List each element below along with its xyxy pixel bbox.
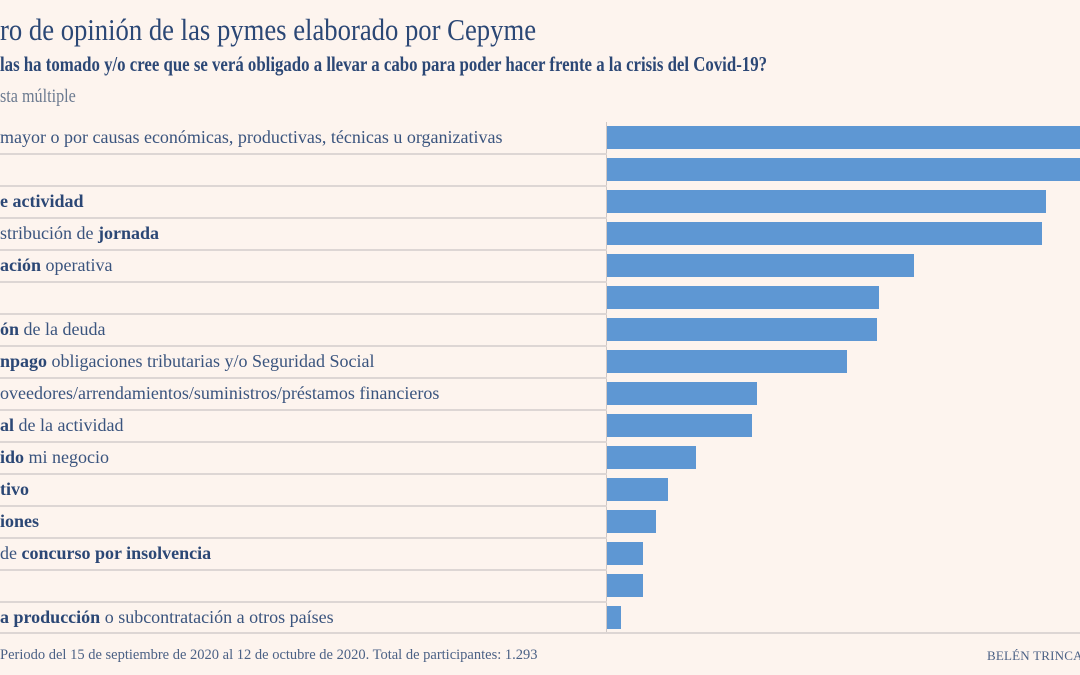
label-bold-part: ón: [0, 319, 20, 339]
row-divider: [0, 313, 607, 315]
row-divider: [0, 153, 607, 155]
category-label: stribución de jornada: [0, 223, 159, 244]
label-part: stribución de: [0, 223, 98, 243]
bar: [607, 510, 656, 533]
category-label: e actividad: [0, 191, 84, 212]
bar-row: [0, 154, 1080, 187]
row-divider: [0, 569, 607, 571]
chart-note: sta múltiple: [0, 86, 76, 107]
bar: [607, 222, 1042, 245]
bar-row: ación operativa: [0, 250, 1080, 283]
category-label: ación operativa: [0, 255, 112, 276]
author-credit: BELÉN TRINCA: [987, 648, 1080, 663]
label-bold-part: jornada: [97, 223, 159, 243]
label-bold-part: concurso por insolvencia: [21, 543, 212, 563]
label-part: oveedores/arrendamientos/suministros/pré…: [0, 383, 440, 403]
row-divider: [0, 601, 607, 603]
bar: [607, 574, 643, 597]
row-divider: [0, 537, 607, 539]
label-bold-part: tivo: [0, 479, 29, 499]
bar: [607, 318, 877, 341]
label-bold-part: e actividad: [0, 191, 84, 211]
bar: [607, 158, 1080, 181]
label-bold-part: ido: [0, 447, 25, 467]
label-part: de la deuda: [19, 319, 106, 339]
label-part: mayor o por causas económicas, productiv…: [0, 127, 503, 147]
bar: [607, 446, 696, 469]
category-label: iones: [0, 511, 39, 532]
bar: [607, 350, 847, 373]
bar-row: ido mi negocio: [0, 442, 1080, 475]
bar: [607, 478, 668, 501]
label-bold-part: npago: [0, 351, 48, 371]
bar: [607, 542, 643, 565]
row-divider: [0, 409, 607, 411]
category-label: mayor o por causas económicas, productiv…: [0, 127, 503, 148]
bar-chart: mayor o por causas económicas, productiv…: [0, 122, 1080, 634]
bar-row: npago obligaciones tributarias y/o Segur…: [0, 346, 1080, 379]
label-part: operativa: [41, 255, 113, 275]
bar-row: [0, 282, 1080, 315]
label-part: mi negocio: [24, 447, 109, 467]
category-label: ón de la deuda: [0, 319, 105, 340]
footnote: Periodo del 15 de septiembre de 2020 al …: [0, 647, 538, 663]
category-label: al de la actividad: [0, 415, 123, 436]
category-label: npago obligaciones tributarias y/o Segur…: [0, 351, 374, 372]
bottom-divider: [0, 632, 1080, 634]
row-divider: [0, 345, 607, 347]
label-part: de la actividad: [14, 415, 124, 435]
category-label: oveedores/arrendamientos/suministros/pré…: [0, 383, 439, 404]
bar-row: iones: [0, 506, 1080, 539]
row-divider: [0, 473, 607, 475]
row-divider: [0, 377, 607, 379]
row-divider: [0, 249, 607, 251]
bar-row: mayor o por causas económicas, productiv…: [0, 122, 1080, 155]
label-part: de: [0, 543, 22, 563]
bar-row: a producción o subcontratación a otros p…: [0, 602, 1080, 634]
bar: [607, 414, 752, 437]
category-label: a producción o subcontratación a otros p…: [0, 607, 334, 628]
label-part: obligaciones tributarias y/o Seguridad S…: [47, 351, 375, 371]
bar: [607, 382, 757, 405]
bar-row: ón de la deuda: [0, 314, 1080, 347]
bar: [607, 606, 621, 629]
row-divider: [0, 281, 607, 283]
bar-row: stribución de jornada: [0, 218, 1080, 251]
row-divider: [0, 441, 607, 443]
chart-subtitle: las ha tomado y/o cree que se verá oblig…: [0, 52, 767, 76]
bar-row: al de la actividad: [0, 410, 1080, 443]
chart-title: ro de opinión de las pymes elaborado por…: [0, 12, 537, 47]
row-divider: [0, 217, 607, 219]
label-bold-part: a producción: [0, 607, 101, 627]
bar: [607, 254, 914, 277]
bar: [607, 190, 1046, 213]
category-label: de concurso por insolvencia: [0, 543, 211, 564]
label-part: o subcontratación a otros países: [100, 607, 334, 627]
bar-row: tivo: [0, 474, 1080, 507]
label-bold-part: al: [0, 415, 15, 435]
category-label: tivo: [0, 479, 29, 500]
bar-row: e actividad: [0, 186, 1080, 219]
bar-row: de concurso por insolvencia: [0, 538, 1080, 571]
bar-row: [0, 570, 1080, 603]
row-divider: [0, 185, 607, 187]
bar: [607, 286, 879, 309]
bar: [607, 126, 1080, 149]
row-divider: [0, 505, 607, 507]
label-bold-part: iones: [0, 511, 40, 531]
label-bold-part: ación: [0, 255, 42, 275]
bar-row: oveedores/arrendamientos/suministros/pré…: [0, 378, 1080, 411]
category-label: ido mi negocio: [0, 447, 109, 468]
